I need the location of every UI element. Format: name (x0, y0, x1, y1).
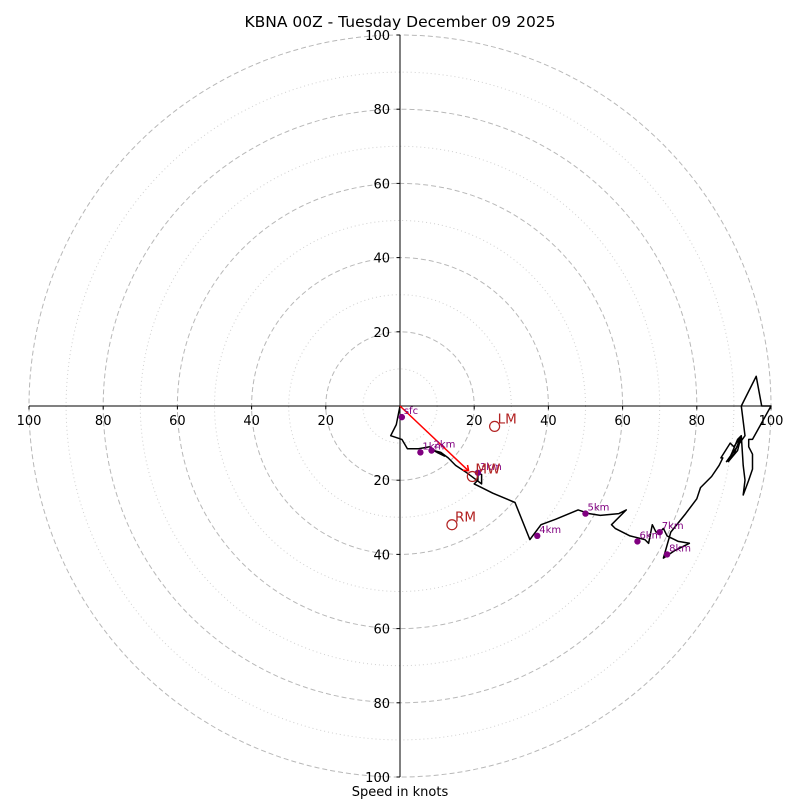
height-marker-7km (656, 528, 663, 536)
y-tick-label: 100 (365, 29, 390, 44)
x-axis-label: Speed in knots (352, 785, 449, 800)
y-tick-label: 20 (373, 326, 390, 341)
x-tick-label: 20 (466, 414, 483, 429)
height-marker-4km (534, 532, 541, 540)
chart-title: KBNA 00Z - Tuesday December 09 2025 (244, 13, 555, 31)
tick-labels: 100 80 60 40 20 20 40 60 80 100 20 40 60 80 100 20 40 60 8… (17, 29, 784, 786)
x-tick-label: 80 (95, 414, 112, 429)
height-label-1km: 1km (422, 441, 444, 452)
x-tick-label: 40 (243, 414, 260, 429)
x-tick-label: 20 (318, 414, 335, 429)
storm-motion-label-rm: RM (455, 510, 476, 526)
height-label-3km: 3km (480, 462, 502, 473)
shear-vector-line (399, 405, 470, 472)
storm-motion-markers: LM RM MW (446, 411, 517, 531)
x-tick-label: 100 (17, 414, 42, 429)
storm-motion-label-lm: LM (498, 411, 517, 427)
height-marker-6km (634, 538, 641, 545)
height-label-2km: 2km (434, 440, 456, 451)
y-tick-label: 80 (373, 103, 390, 118)
storm-motion-marker-lm (489, 420, 501, 433)
height-marker-sfc (398, 413, 406, 421)
height-label-4km: 4km (539, 525, 561, 536)
height-marker-5km (582, 510, 589, 517)
shear-vector-arrowhead (462, 464, 470, 472)
height-label-7km: 7km (662, 521, 684, 532)
hodograph-trace (389, 375, 772, 559)
y-tick-label: 60 (373, 177, 390, 192)
y-tick-label: 60 (373, 623, 390, 638)
height-label-6km: 6km (639, 530, 661, 541)
shear-vector (399, 405, 470, 472)
x-tick-label: 60 (169, 414, 186, 429)
x-tick-label: 60 (614, 414, 631, 429)
y-tick-label: 80 (373, 697, 390, 712)
storm-motion-marker-rm (446, 519, 458, 531)
hodograph-line (389, 375, 772, 559)
y-tick-label: 40 (373, 548, 390, 563)
x-tick-label: 40 (540, 414, 557, 429)
x-tick-label: 80 (689, 414, 706, 429)
y-tick-label: 100 (365, 771, 390, 786)
y-tick-label: 40 (373, 252, 390, 267)
height-label-sfc: sfc (404, 406, 418, 417)
y-tick-label: 20 (373, 474, 390, 489)
height-label-8km: 8km (669, 543, 691, 554)
height-marker-1km (417, 449, 424, 456)
height-marker-8km (663, 551, 671, 558)
storm-motion-label-mw: MW (475, 461, 500, 477)
height-marker-2km (428, 447, 435, 454)
storm-motion-marker-mw (466, 470, 478, 483)
height-label-5km: 5km (588, 503, 610, 514)
